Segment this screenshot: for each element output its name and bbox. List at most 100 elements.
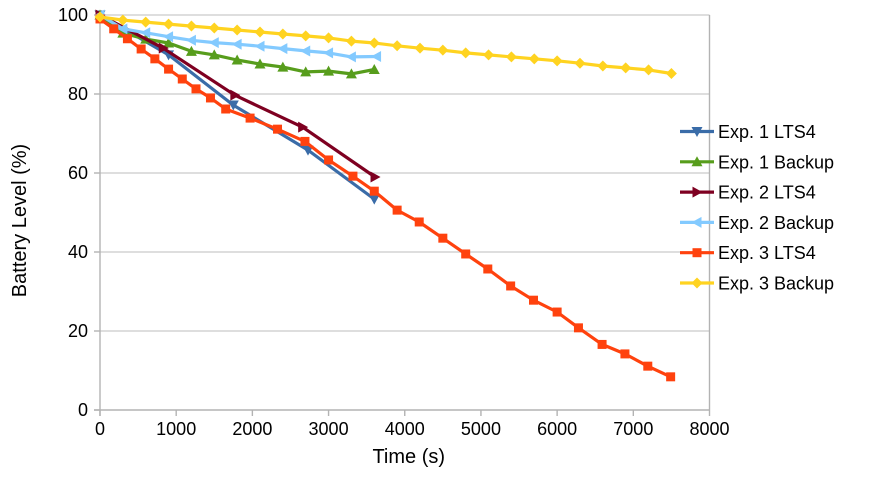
legend-label-exp-3-backup: Exp. 3 Backup — [718, 274, 834, 294]
diamond-marker-icon — [323, 32, 335, 44]
diamond-marker-icon — [94, 11, 106, 23]
triangle-left-marker-icon — [231, 38, 242, 50]
x-tick-labels: 0 1000 2000 3000 4000 5000 6000 7000 8000 — [95, 419, 730, 439]
y-tick-labels: 0 20 40 60 80 100 — [58, 5, 88, 420]
diamond-marker-icon — [140, 16, 152, 28]
square-marker-icon — [414, 217, 424, 227]
triangle-left-marker-icon — [163, 31, 174, 43]
x-tick-label-6000: 6000 — [537, 419, 577, 439]
square-marker-icon — [300, 136, 310, 146]
x-tick-label-8000: 8000 — [689, 419, 729, 439]
diamond-marker-icon — [163, 18, 175, 30]
triangle-up-marker-icon — [208, 49, 220, 60]
triangle-right-marker-icon — [692, 186, 703, 198]
triangle-left-marker-icon — [140, 27, 151, 39]
legend-label-exp-1-lts4: Exp. 1 LTS4 — [718, 122, 816, 142]
square-marker-icon — [461, 249, 471, 259]
x-tick-label-3000: 3000 — [309, 419, 349, 439]
triangle-left-marker-icon — [300, 45, 311, 57]
square-marker-icon — [150, 54, 160, 64]
diamond-marker-icon — [483, 49, 495, 61]
legend-label-exp-1-backup: Exp. 1 Backup — [718, 152, 834, 172]
square-marker-icon — [597, 339, 607, 349]
series-line-exp-3-backup — [98, 15, 674, 76]
diamond-marker-icon — [368, 37, 380, 49]
x-tick-label-4000: 4000 — [385, 419, 425, 439]
square-marker-icon — [392, 205, 402, 215]
diamond-marker-icon — [551, 55, 563, 67]
square-marker-icon — [324, 155, 334, 165]
diamond-marker-icon — [574, 57, 586, 69]
x-tick-label-7000: 7000 — [613, 419, 653, 439]
square-marker-icon — [643, 361, 653, 371]
diamond-marker-icon — [620, 62, 632, 74]
square-marker-icon — [620, 349, 630, 359]
triangle-up-marker-icon — [345, 68, 357, 79]
triangle-left-marker-icon — [254, 40, 265, 52]
y-tick-label-40: 40 — [68, 242, 88, 262]
legend-item-exp-1-backup: Exp. 1 Backup — [680, 152, 834, 172]
x-axis-title: Time (s) — [372, 446, 445, 468]
square-marker-icon — [666, 372, 676, 382]
x-tick-label-2000: 2000 — [232, 419, 272, 439]
square-marker-icon — [483, 264, 493, 274]
square-marker-icon — [552, 307, 562, 317]
triangle-up-marker-icon — [277, 61, 289, 72]
legend-item-exp-2-lts4: Exp. 2 LTS4 — [680, 183, 816, 203]
series-exp-2-backup — [94, 9, 382, 63]
square-marker-icon — [438, 233, 448, 243]
diamond-marker-icon — [254, 26, 266, 38]
square-marker-icon — [221, 104, 231, 114]
legend-item-exp-1-lts4: Exp. 1 LTS4 — [680, 122, 816, 142]
diamond-marker-icon — [300, 30, 312, 42]
legend-item-exp-3-lts4: Exp. 3 LTS4 — [680, 243, 816, 263]
diamond-marker-icon — [414, 42, 426, 54]
gridlines — [100, 14, 710, 332]
triangle-up-marker-icon — [368, 64, 380, 75]
triangle-left-marker-icon — [371, 50, 382, 62]
series-exp-2-lts4 — [95, 9, 381, 183]
diamond-marker-icon — [597, 60, 609, 72]
legend-label-exp-2-lts4: Exp. 2 LTS4 — [718, 183, 816, 203]
diamond-marker-icon — [691, 277, 703, 289]
diamond-marker-icon — [391, 40, 403, 52]
y-tick-label-0: 0 — [78, 400, 88, 420]
triangle-right-marker-icon — [158, 42, 169, 54]
square-marker-icon — [245, 113, 255, 123]
axes — [94, 12, 711, 416]
triangle-left-marker-icon — [323, 47, 334, 59]
triangle-down-marker-icon — [368, 194, 380, 205]
square-marker-icon — [136, 44, 146, 54]
square-marker-icon — [348, 171, 358, 181]
legend-item-exp-3-backup: Exp. 3 Backup — [680, 274, 834, 294]
square-marker-icon — [191, 84, 201, 94]
y-axis-title: Battery Level (%) — [9, 144, 31, 297]
diamond-marker-icon — [208, 22, 220, 34]
y-tick-label-80: 80 — [68, 84, 88, 104]
diamond-marker-icon — [277, 28, 289, 40]
y-tick-label-20: 20 — [68, 321, 88, 341]
diamond-marker-icon — [117, 14, 129, 26]
triangle-up-marker-icon — [691, 156, 703, 167]
triangle-up-marker-icon — [254, 58, 266, 69]
diamond-marker-icon — [185, 20, 197, 32]
legend-label-exp-2-backup: Exp. 2 Backup — [718, 213, 834, 233]
square-marker-icon — [109, 24, 119, 34]
square-marker-icon — [273, 124, 283, 134]
triangle-left-marker-icon — [185, 34, 196, 46]
triangle-up-marker-icon — [185, 45, 197, 56]
triangle-up-marker-icon — [300, 66, 312, 77]
x-tick-label-5000: 5000 — [461, 419, 501, 439]
x-tick-label-1000: 1000 — [156, 419, 196, 439]
diamond-marker-icon — [643, 64, 655, 76]
triangle-up-marker-icon — [163, 37, 175, 48]
diamond-marker-icon — [231, 24, 243, 36]
square-marker-icon — [122, 34, 132, 44]
square-marker-icon — [164, 64, 174, 74]
triangle-down-marker-icon — [227, 100, 239, 111]
y-tick-label-60: 60 — [68, 163, 88, 183]
legend-item-exp-2-backup: Exp. 2 Backup — [680, 213, 834, 233]
legend-label-exp-3-lts4: Exp. 3 LTS4 — [718, 243, 816, 263]
square-marker-icon — [369, 186, 379, 196]
